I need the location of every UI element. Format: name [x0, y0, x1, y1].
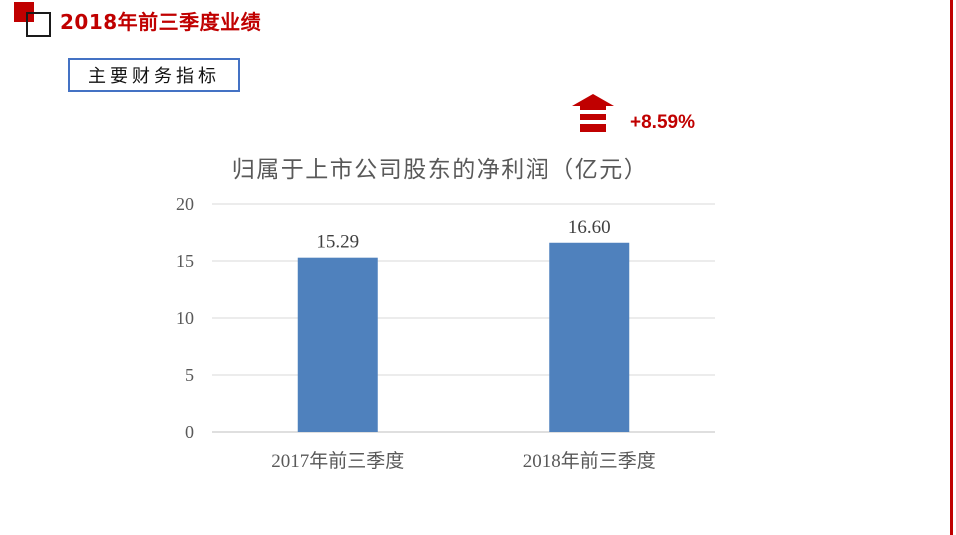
growth-rate-label: +8.59%	[630, 112, 695, 133]
logo-red-square	[14, 2, 34, 22]
page-title: 2018年前三季度业绩	[60, 10, 262, 34]
data-label-2: 16.60	[568, 217, 611, 238]
gridlines	[212, 203, 715, 433]
y-tick-label: 15	[176, 251, 194, 271]
y-tick-label: 0	[185, 422, 194, 442]
chart-title: 归属于上市公司股东的净利润（亿元）	[232, 157, 649, 182]
data-labels: 15.29 16.60	[316, 217, 610, 253]
section-label: 主要财务指标	[88, 66, 220, 87]
x-axis-categories: 2017年前三季度 2018年前三季度	[271, 450, 656, 472]
bars	[297, 242, 630, 432]
y-tick-label: 10	[176, 308, 194, 328]
up-arrow-icon	[572, 94, 614, 132]
y-tick-label: 20	[176, 194, 194, 214]
x-category-label-2: 2018年前三季度	[523, 450, 656, 472]
data-label-1: 15.29	[316, 232, 359, 253]
y-tick-label: 5	[185, 365, 194, 385]
y-axis-ticks: 0 5 10 15 20	[176, 194, 194, 442]
bar-2	[549, 242, 630, 432]
x-category-label-1: 2017年前三季度	[271, 450, 404, 472]
section-label-box: 主要财务指标	[68, 58, 240, 92]
right-border-line	[950, 0, 953, 535]
bar-1	[297, 257, 378, 432]
logo-outline-square	[26, 12, 51, 37]
